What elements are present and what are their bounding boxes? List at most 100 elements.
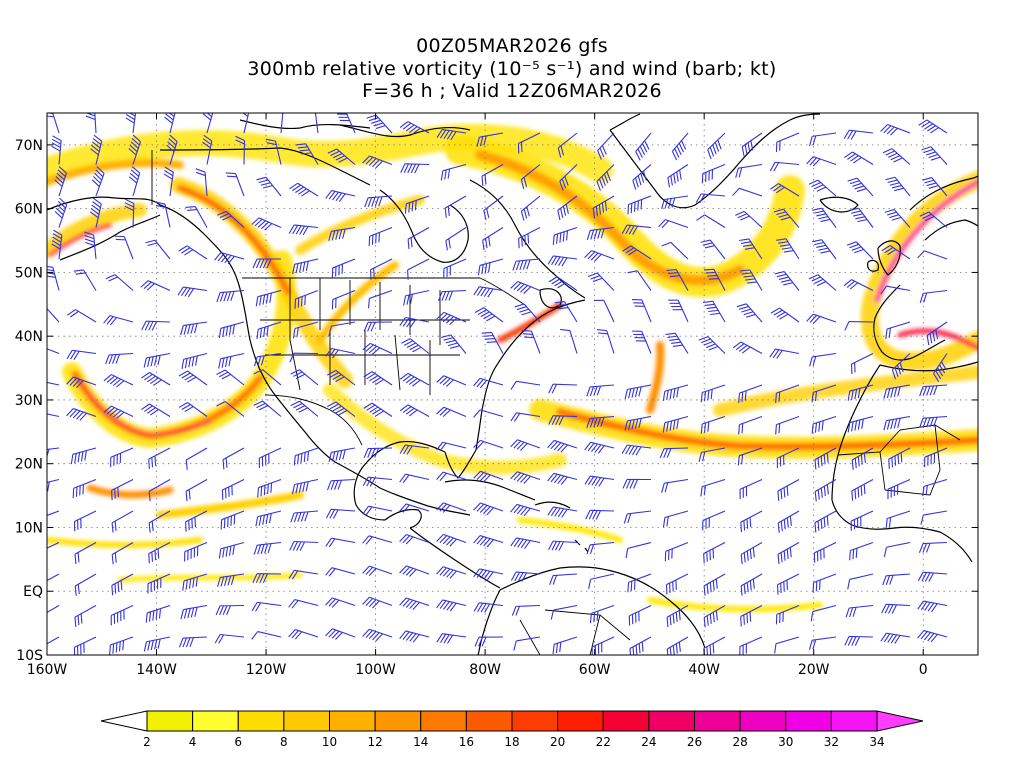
wind-barb [774, 271, 800, 291]
wind-barb [587, 272, 615, 291]
colorbar-label: 22 [596, 735, 611, 749]
political-borders [151, 150, 961, 655]
wind-barb [400, 163, 430, 174]
wind-barb [770, 307, 800, 323]
wind-barb [661, 195, 689, 210]
wind-barb [703, 542, 726, 564]
colorbar-swatch [785, 710, 832, 732]
wind-barb [325, 190, 356, 202]
wind-barb [510, 380, 541, 390]
wind-barb [218, 541, 245, 559]
wind-barb [700, 478, 726, 497]
wind-barb [775, 604, 800, 625]
lat-tick-label: 10N [15, 520, 43, 536]
wind-barb [103, 374, 134, 388]
wind-barb [700, 384, 726, 403]
wind-barb [399, 473, 430, 484]
wind-barb [847, 177, 874, 197]
wind-barb [808, 179, 837, 197]
wind-barb [917, 630, 948, 643]
wind-barb [662, 384, 689, 402]
wind-barb [671, 132, 689, 161]
colorbar-swatch [420, 710, 467, 732]
wind-barb [195, 168, 208, 197]
wind-barb [407, 227, 430, 250]
wind-barb [814, 479, 837, 502]
wind-barb [476, 132, 504, 147]
wind-barb [512, 258, 541, 271]
wind-barb [584, 250, 615, 262]
wind-barb [740, 605, 763, 627]
lat-tick-label: 30N [15, 393, 43, 409]
wind-barb [547, 439, 578, 453]
wind-barb [919, 415, 948, 428]
colorbar-under-triangle [100, 710, 148, 732]
wind-barb [560, 328, 578, 354]
wind-barb [926, 321, 948, 346]
wind-barb [806, 156, 837, 167]
wind-barb [235, 135, 246, 165]
wind-barb [325, 508, 356, 519]
wind-barb [881, 603, 911, 614]
wind-barb [473, 535, 504, 548]
wind-barb [776, 447, 800, 469]
wind-barb [252, 573, 282, 584]
wind-barb [218, 321, 245, 339]
wind-barb [362, 535, 393, 545]
wind-barb [103, 405, 134, 419]
wind-barb [585, 509, 615, 520]
wind-barb [770, 183, 800, 197]
wind-barb [557, 132, 578, 158]
wind-barb [548, 276, 578, 291]
wind-barb [737, 447, 763, 466]
wind-barb [624, 415, 652, 431]
wind-barbs [47, 113, 948, 655]
colorbar-label: 16 [459, 735, 474, 749]
wind-barb [473, 602, 504, 613]
wind-barb [510, 439, 541, 451]
wind-barb [844, 635, 874, 646]
lat-tick-label: 60N [15, 202, 43, 218]
wind-barb [483, 195, 504, 221]
lat-tick-label: 20N [15, 457, 43, 473]
wind-barb [552, 226, 578, 245]
wind-barb [148, 510, 171, 533]
wind-barb [51, 135, 62, 165]
wind-barb [813, 542, 837, 563]
wind-barb [592, 195, 615, 219]
wind-barb [436, 502, 467, 513]
wind-barb [362, 155, 393, 169]
wind-barb [220, 510, 245, 530]
wind-barb [666, 269, 689, 291]
wind-barb [178, 402, 208, 417]
wind-barb [366, 114, 393, 134]
title-line-3: F=36 h ; Valid 12Z06MAR2026 [362, 80, 662, 102]
wind-barb [557, 195, 578, 221]
wind-barb [701, 163, 726, 184]
wind-barb [148, 447, 171, 470]
wind-barb [51, 229, 63, 260]
wind-barb [141, 403, 171, 417]
graticule [47, 113, 978, 655]
wind-barb [703, 268, 726, 291]
wind-barb [440, 163, 467, 181]
lat-tick-label: 50N [15, 265, 43, 281]
wind-barb [740, 542, 763, 565]
wind-barb [216, 401, 245, 417]
wind-barb [776, 238, 800, 260]
wind-barb [696, 214, 726, 228]
wind-barb [621, 224, 652, 235]
wind-barb [253, 541, 282, 555]
wind-barb [667, 164, 689, 188]
wind-barb [774, 636, 800, 654]
wind-barb [437, 289, 467, 302]
wind-barb [327, 148, 356, 165]
wind-barb [362, 565, 393, 577]
wind-barb [111, 510, 134, 533]
wind-barb [180, 321, 208, 336]
wind-barb [814, 510, 837, 533]
wind-barb [843, 279, 874, 291]
wind-barb [809, 352, 837, 367]
wind-barb [520, 195, 541, 221]
wind-barb [214, 251, 245, 265]
